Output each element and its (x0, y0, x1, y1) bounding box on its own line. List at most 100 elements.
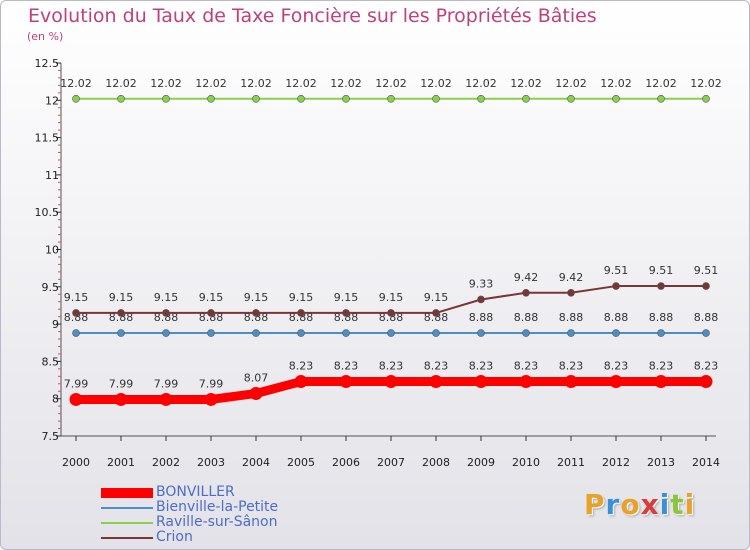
data-point-bonviller (654, 375, 668, 389)
data-point-crion (207, 309, 215, 317)
data-label-bonviller: 7.99 (64, 377, 89, 390)
data-label-bienville-la-petite: 8.88 (109, 311, 134, 324)
data-label-crion: 9.15 (424, 291, 449, 304)
x-tick-label: 2012 (602, 456, 630, 469)
x-tick-label: 2001 (107, 456, 135, 469)
x-tick-label: 2000 (62, 456, 90, 469)
data-label-bonviller: 8.23 (559, 360, 584, 373)
data-label-crion: 9.15 (289, 291, 314, 304)
data-label-bonviller: 8.23 (424, 360, 449, 373)
data-point-bienville-la-petite (252, 329, 260, 337)
data-label-raville-sur-s-non: 12.02 (465, 77, 497, 90)
data-point-bonviller (159, 392, 173, 406)
data-point-bonviller (114, 392, 128, 406)
x-tick-label: 2002 (152, 456, 180, 469)
data-point-crion (162, 309, 170, 317)
logo-letter: i (659, 488, 671, 521)
data-point-bienville-la-petite (297, 329, 305, 337)
data-label-bonviller: 7.99 (109, 377, 134, 390)
data-point-crion (432, 309, 440, 317)
data-point-crion (72, 309, 80, 317)
legend-label: BONVILLER (156, 484, 235, 500)
data-label-crion: 9.15 (64, 291, 89, 304)
data-point-bonviller (474, 375, 488, 389)
data-label-bienville-la-petite: 8.88 (604, 311, 629, 324)
data-point-crion (117, 309, 125, 317)
logo-letter: r (605, 488, 621, 521)
y-tick-label: 7.5 (42, 430, 60, 443)
data-point-crion (702, 282, 710, 290)
data-label-bienville-la-petite: 8.88 (289, 311, 314, 324)
data-label-bonviller: 8.23 (379, 360, 404, 373)
data-label-bienville-la-petite: 8.88 (514, 311, 539, 324)
data-point-raville-sur-s-non (657, 95, 665, 103)
data-point-bonviller (204, 392, 218, 406)
data-point-bienville-la-petite (342, 329, 350, 337)
y-tick-label: 11 (45, 169, 59, 182)
data-label-bienville-la-petite: 8.88 (649, 311, 674, 324)
data-label-crion: 9.42 (559, 271, 584, 284)
data-point-bonviller (699, 375, 713, 389)
x-tick-label: 2010 (512, 456, 540, 469)
y-tick-label: 8 (52, 393, 59, 406)
legend-swatch (101, 488, 153, 498)
data-label-bonviller: 8.23 (514, 360, 539, 373)
data-label-raville-sur-s-non: 12.02 (285, 77, 317, 90)
legend-swatch (101, 537, 153, 539)
data-point-bienville-la-petite (207, 329, 215, 337)
y-tick-label: 8.5 (42, 355, 60, 368)
data-point-raville-sur-s-non (117, 95, 125, 103)
x-tick-label: 2008 (422, 456, 450, 469)
x-tick-label: 2014 (692, 456, 720, 469)
data-point-crion (477, 295, 485, 304)
data-label-bienville-la-petite: 8.88 (469, 311, 494, 324)
data-label-raville-sur-s-non: 12.02 (105, 77, 137, 90)
data-point-crion (657, 282, 665, 290)
data-label-raville-sur-s-non: 12.02 (195, 77, 227, 90)
y-tick-label: 9 (52, 318, 59, 331)
data-point-bonviller (609, 375, 623, 389)
data-label-crion: 9.15 (199, 291, 224, 304)
data-label-raville-sur-s-non: 12.02 (150, 77, 182, 90)
data-point-bonviller (564, 375, 578, 389)
data-label-bonviller: 8.23 (469, 360, 494, 373)
data-point-crion (567, 288, 575, 297)
data-point-bonviller (519, 375, 533, 389)
data-label-bonviller: 8.23 (289, 360, 314, 373)
data-label-bienville-la-petite: 8.88 (64, 311, 89, 324)
data-point-raville-sur-s-non (252, 95, 260, 103)
data-label-raville-sur-s-non: 12.02 (420, 77, 452, 90)
data-point-bienville-la-petite (162, 329, 170, 337)
data-label-crion: 9.15 (334, 291, 359, 304)
y-tick-label: 10.5 (35, 206, 60, 219)
x-tick-label: 2006 (332, 456, 360, 469)
data-point-bienville-la-petite (702, 329, 710, 337)
data-point-bienville-la-petite (567, 329, 575, 337)
data-point-bonviller (429, 375, 443, 389)
data-label-bienville-la-petite: 8.88 (334, 311, 359, 324)
data-label-bienville-la-petite: 8.88 (559, 311, 584, 324)
data-point-bienville-la-petite (657, 329, 665, 337)
data-label-bienville-la-petite: 8.88 (424, 311, 449, 324)
data-point-bienville-la-petite (117, 329, 125, 337)
logo-letter: P (584, 488, 606, 521)
data-label-raville-sur-s-non: 12.02 (690, 77, 722, 90)
data-point-raville-sur-s-non (432, 95, 440, 103)
data-label-raville-sur-s-non: 12.02 (600, 77, 632, 90)
data-label-crion: 9.15 (244, 291, 269, 304)
data-point-raville-sur-s-non (297, 95, 305, 103)
x-tick-label: 2007 (377, 456, 405, 469)
data-label-crion: 9.15 (379, 291, 404, 304)
proxiti-logo: Proxiti (584, 488, 695, 521)
data-label-bienville-la-petite: 8.88 (244, 311, 269, 324)
legend-swatch (101, 522, 153, 524)
y-tick-label: 10 (45, 244, 59, 257)
chart-subtitle: (en %) (27, 30, 64, 43)
data-label-bonviller: 8.07 (244, 371, 269, 384)
data-point-bonviller (294, 375, 308, 389)
data-label-crion: 9.33 (469, 277, 494, 290)
data-point-crion (612, 282, 620, 290)
data-point-raville-sur-s-non (702, 95, 710, 103)
data-point-raville-sur-s-non (207, 95, 215, 103)
